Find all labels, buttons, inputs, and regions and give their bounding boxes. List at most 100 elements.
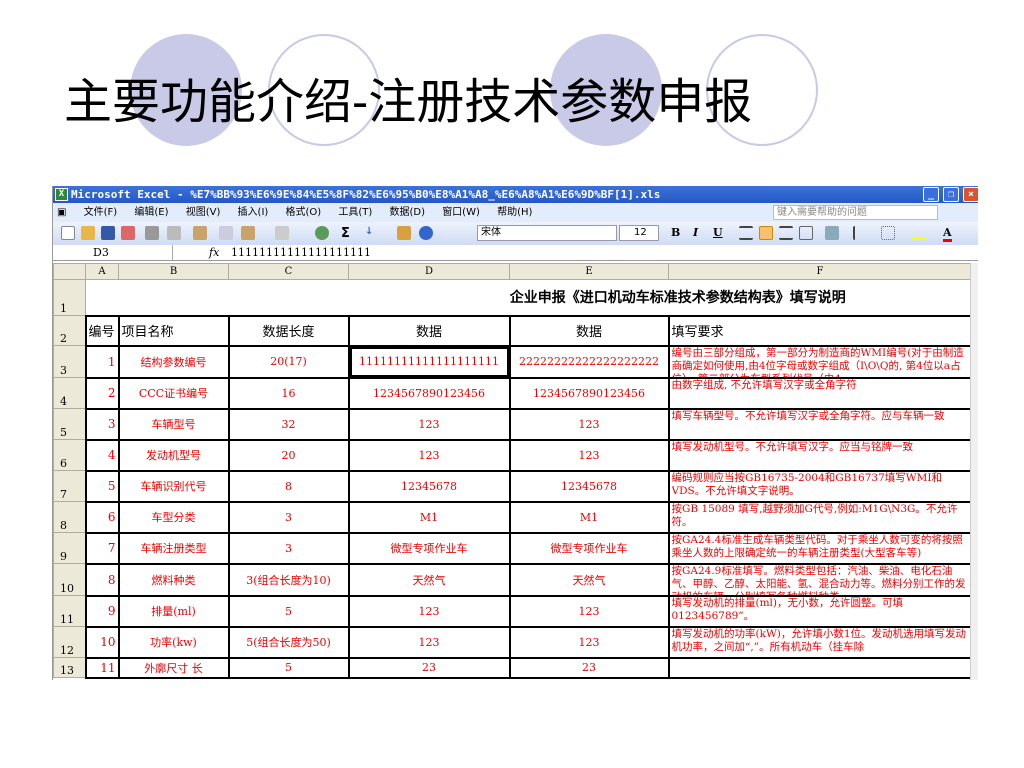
print-icon[interactable] [145,226,159,240]
cell[interactable]: M1 [508,500,670,534]
cell[interactable]: 按GA24.9标准填写。燃料类型包括：汽油、柴油、电化石油气、甲醇、乙醇、太阳能… [667,562,973,597]
row-header[interactable]: 11 [53,595,86,627]
hyperlink-icon[interactable] [315,226,329,240]
menu-edit[interactable]: 编辑(E) [134,207,169,218]
new-icon[interactable] [61,226,75,240]
align-left-icon[interactable] [739,226,753,240]
select-all[interactable] [53,263,86,280]
paste-icon[interactable] [241,226,255,240]
font-select[interactable]: 宋体 [477,225,617,241]
cell[interactable]: 5(组合长度为50) [227,625,350,659]
cell[interactable]: 20 [227,438,350,472]
restore-button[interactable]: ❐ [943,187,959,202]
chart-icon[interactable] [397,226,411,240]
font-size-select[interactable]: 12 [619,225,659,241]
row-header[interactable]: 8 [53,501,86,533]
bold-button[interactable]: B [671,226,681,239]
cell[interactable]: 结构参数编号 [117,344,230,379]
copy-icon[interactable] [219,226,233,240]
cell[interactable]: 123 [347,407,511,441]
help-search-input[interactable]: 键入需要帮助的问题 [773,205,938,220]
row-header[interactable]: 7 [53,470,86,502]
row-header[interactable]: 9 [53,532,86,564]
column-header[interactable]: A [85,263,119,280]
cell[interactable]: 8 [84,562,120,597]
cell[interactable]: 10 [84,625,120,659]
cell[interactable]: 编码规则应当按GB16735-2004和GB16737填写WMI和VDS。不允许… [667,469,973,503]
menu-insert[interactable]: 插入(I) [237,207,269,218]
cell[interactable]: 燃料种类 [117,562,230,597]
undo-icon[interactable] [275,226,289,240]
preview-icon[interactable] [167,226,181,240]
header-cell[interactable]: 填写要求 [667,314,973,347]
sum-icon[interactable]: Σ [341,226,350,241]
permission-icon[interactable] [121,226,135,240]
menu-data[interactable]: 数据(D) [389,207,425,218]
cell[interactable]: 1234567890123456 [508,376,670,410]
cell[interactable]: CCC证书编号 [117,376,230,410]
row-header[interactable]: 10 [53,563,86,596]
spelling-icon[interactable] [193,226,207,240]
cell[interactable]: 22222222222222222222 [508,344,670,379]
name-box[interactable]: D3 [53,245,173,260]
cell[interactable]: 填写发动机的功率(kW)，允许填小数1位。发动机选用填写发动机功率，之间加“,”… [667,625,973,659]
cell[interactable]: 3 [227,531,350,565]
column-header[interactable]: D [348,263,510,280]
cell[interactable]: 天然气 [347,562,511,597]
cell[interactable]: 23 [508,656,670,679]
minimize-button[interactable]: _ [923,187,939,202]
header-cell[interactable]: 数据 [347,314,511,347]
cell[interactable]: 填写发动机型号。不允许填写汉字。应当与铭牌一致 [667,438,973,472]
cell[interactable]: 4 [84,438,120,472]
cell[interactable]: 7 [84,531,120,565]
row-header[interactable]: 12 [53,626,86,658]
cell[interactable]: 11111111111111111111 [347,344,511,379]
row-header[interactable]: 6 [53,439,86,471]
vertical-scrollbar[interactable] [970,263,978,680]
cell[interactable]: 1234567890123456 [347,376,511,410]
header-cell[interactable]: 项目名称 [117,314,230,347]
cell[interactable]: 2 [84,376,120,410]
cell[interactable]: M1 [347,500,511,534]
sort-icon[interactable]: ↓ [365,226,374,237]
cell[interactable]: 3 [84,407,120,441]
row-header[interactable]: 1 [53,279,86,316]
menu-format[interactable]: 格式(O) [285,207,322,218]
cell[interactable]: 123 [508,407,670,441]
cell[interactable]: 9 [84,594,120,628]
cell[interactable]: 天然气 [508,562,670,597]
save-icon[interactable] [101,226,115,240]
cell[interactable]: 车型分类 [117,500,230,534]
italic-button[interactable]: I [693,226,699,239]
cell[interactable]: 11 [84,656,120,679]
column-header[interactable]: F [668,263,972,280]
cell[interactable]: 123 [508,625,670,659]
header-cell[interactable]: 编号 [84,314,120,347]
underline-button[interactable]: U [713,226,723,239]
cell[interactable]: 123 [347,625,511,659]
cell[interactable]: 由数字组成, 不允许填写汉字或全角字符 [667,376,973,410]
cell[interactable]: 按GB 15089 填写,越野须加G代号,例如:M1G\N3G。不允许符。 [667,500,973,534]
menu-tools[interactable]: 工具(T) [338,207,373,218]
cell[interactable]: 车辆注册类型 [117,531,230,565]
cell[interactable]: 排量(ml) [117,594,230,628]
cell[interactable]: 123 [347,594,511,628]
formula-input[interactable]: 11111111111111111111 [231,246,371,259]
help-icon[interactable] [419,226,433,240]
cell[interactable]: 外廓尺寸 长 [117,656,230,679]
cell[interactable]: 6 [84,500,120,534]
column-header[interactable]: E [509,263,669,280]
cell[interactable]: 5 [227,594,350,628]
row-header[interactable]: 5 [53,408,86,440]
cell[interactable]: 16 [227,376,350,410]
font-color-button[interactable]: A [943,226,952,242]
menu-help[interactable]: 帮助(H) [497,207,533,218]
close-button[interactable]: × [963,187,978,202]
align-center-icon[interactable] [759,226,773,240]
cell[interactable]: 123 [508,438,670,472]
cell[interactable] [667,656,973,679]
menu-window[interactable]: 窗口(W) [442,207,480,218]
sheet-title[interactable]: 企业申报《进口机动车标准技术参数结构表》填写说明 [85,279,972,317]
menu-file[interactable]: 文件(F) [83,207,118,218]
row-header[interactable]: 13 [53,657,86,678]
